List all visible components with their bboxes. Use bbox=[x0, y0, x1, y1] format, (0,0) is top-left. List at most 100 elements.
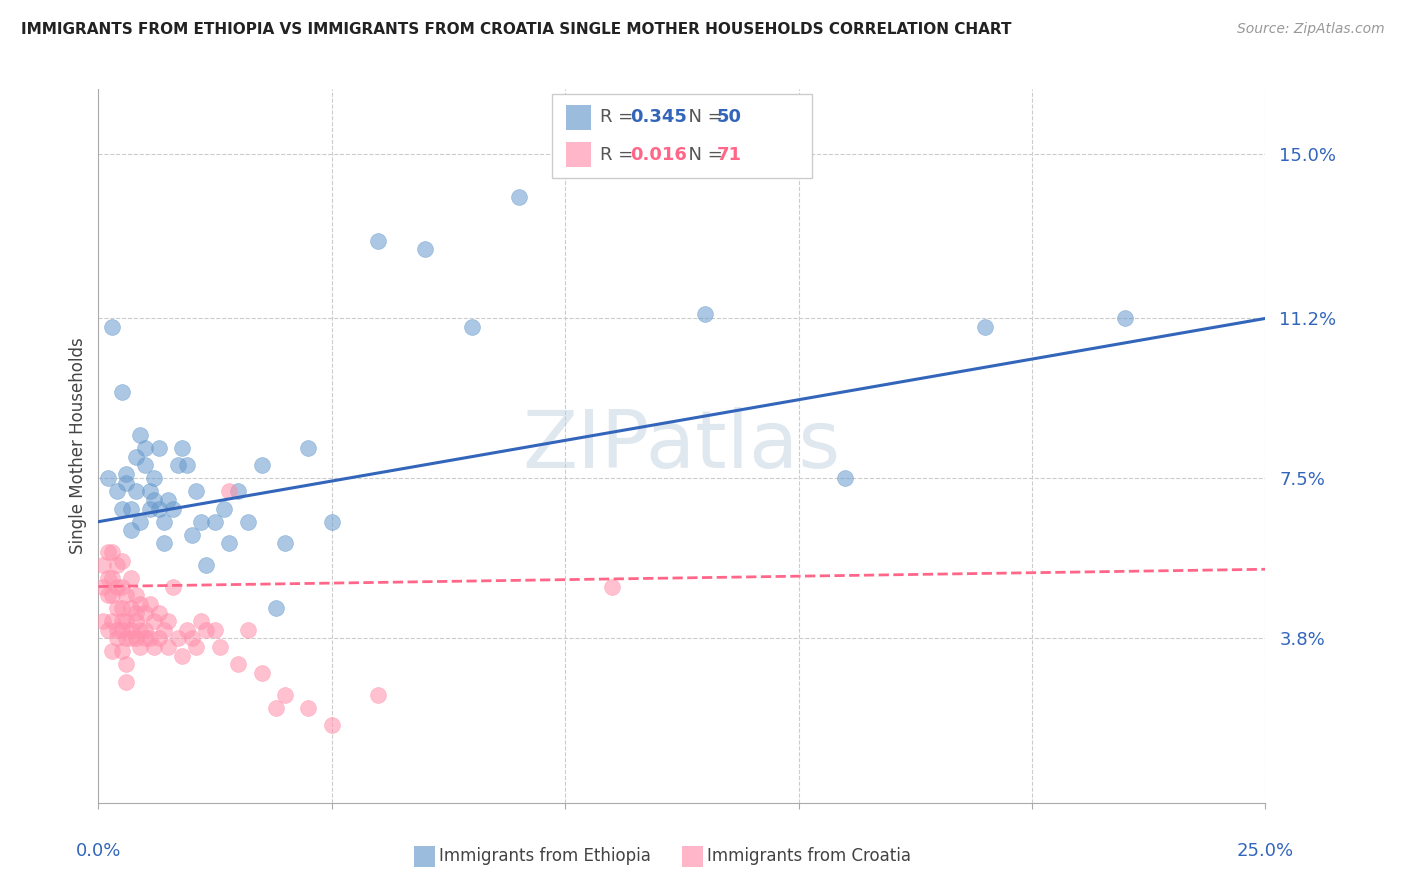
Point bbox=[97, 545, 120, 559]
Point bbox=[91, 614, 114, 628]
Point bbox=[297, 700, 319, 714]
Point bbox=[111, 623, 134, 637]
Point bbox=[162, 580, 184, 594]
Point bbox=[129, 597, 152, 611]
Point bbox=[97, 623, 120, 637]
Point bbox=[97, 571, 120, 585]
Point bbox=[105, 632, 128, 646]
Point bbox=[111, 384, 134, 399]
Point bbox=[134, 606, 156, 620]
Point bbox=[120, 632, 142, 646]
Point bbox=[274, 536, 297, 550]
Point bbox=[180, 632, 202, 646]
Point bbox=[115, 632, 138, 646]
Point bbox=[129, 640, 152, 654]
Point bbox=[143, 493, 166, 508]
Point bbox=[413, 242, 436, 256]
Point bbox=[125, 588, 148, 602]
Point bbox=[105, 558, 128, 572]
Point bbox=[101, 320, 124, 334]
Point bbox=[208, 640, 231, 654]
Point bbox=[148, 501, 170, 516]
Text: 71: 71 bbox=[717, 145, 741, 163]
Point bbox=[111, 601, 134, 615]
Point bbox=[228, 484, 250, 499]
Point bbox=[176, 623, 198, 637]
Point bbox=[204, 515, 226, 529]
Text: 50: 50 bbox=[717, 109, 741, 127]
Point bbox=[695, 307, 717, 321]
Point bbox=[236, 515, 259, 529]
Point bbox=[152, 515, 174, 529]
Point bbox=[143, 640, 166, 654]
Point bbox=[115, 467, 138, 482]
Point bbox=[166, 632, 188, 646]
Point bbox=[115, 674, 138, 689]
Text: R =: R = bbox=[600, 145, 638, 163]
Point bbox=[120, 601, 142, 615]
Point bbox=[111, 553, 134, 567]
Point bbox=[101, 571, 124, 585]
Point bbox=[129, 428, 152, 442]
Point bbox=[194, 623, 217, 637]
Point bbox=[125, 614, 148, 628]
Point bbox=[166, 458, 188, 473]
Point bbox=[125, 632, 148, 646]
Point bbox=[134, 632, 156, 646]
Point bbox=[834, 471, 856, 485]
Point bbox=[264, 700, 287, 714]
Point bbox=[115, 657, 138, 672]
Point bbox=[105, 580, 128, 594]
Point bbox=[129, 515, 152, 529]
Point bbox=[134, 441, 156, 455]
Point bbox=[125, 606, 148, 620]
Point bbox=[228, 657, 250, 672]
Point bbox=[129, 623, 152, 637]
Point bbox=[111, 501, 134, 516]
Point bbox=[125, 450, 148, 464]
Y-axis label: Single Mother Households: Single Mother Households bbox=[69, 338, 87, 554]
Point bbox=[101, 614, 124, 628]
Point bbox=[148, 632, 170, 646]
Point bbox=[186, 484, 208, 499]
Point bbox=[105, 484, 128, 499]
Point bbox=[120, 571, 142, 585]
Point bbox=[218, 536, 240, 550]
Text: 0.345: 0.345 bbox=[631, 109, 688, 127]
Point bbox=[190, 515, 212, 529]
Point bbox=[194, 558, 217, 572]
Point bbox=[115, 614, 138, 628]
Point bbox=[1114, 311, 1136, 326]
Point bbox=[172, 648, 194, 663]
Point bbox=[134, 623, 156, 637]
Point bbox=[143, 614, 166, 628]
Point bbox=[172, 441, 194, 455]
Point bbox=[264, 601, 287, 615]
Point bbox=[157, 614, 180, 628]
Point bbox=[115, 588, 138, 602]
Point bbox=[139, 484, 162, 499]
Point bbox=[105, 623, 128, 637]
Point bbox=[321, 515, 343, 529]
Text: N =: N = bbox=[678, 109, 728, 127]
Point bbox=[125, 484, 148, 499]
Point bbox=[152, 623, 174, 637]
Point bbox=[250, 458, 273, 473]
Point bbox=[600, 580, 623, 594]
Point bbox=[461, 320, 484, 334]
Point bbox=[157, 493, 180, 508]
Point bbox=[111, 614, 134, 628]
Point bbox=[101, 588, 124, 602]
Point bbox=[180, 527, 202, 541]
Point bbox=[101, 545, 124, 559]
Point bbox=[91, 558, 114, 572]
Point bbox=[134, 458, 156, 473]
Text: Immigrants from Croatia: Immigrants from Croatia bbox=[707, 847, 911, 865]
Point bbox=[186, 640, 208, 654]
Point bbox=[139, 632, 162, 646]
Point bbox=[297, 441, 319, 455]
Point bbox=[190, 614, 212, 628]
Point bbox=[974, 320, 997, 334]
Point bbox=[139, 597, 162, 611]
Point bbox=[218, 484, 240, 499]
